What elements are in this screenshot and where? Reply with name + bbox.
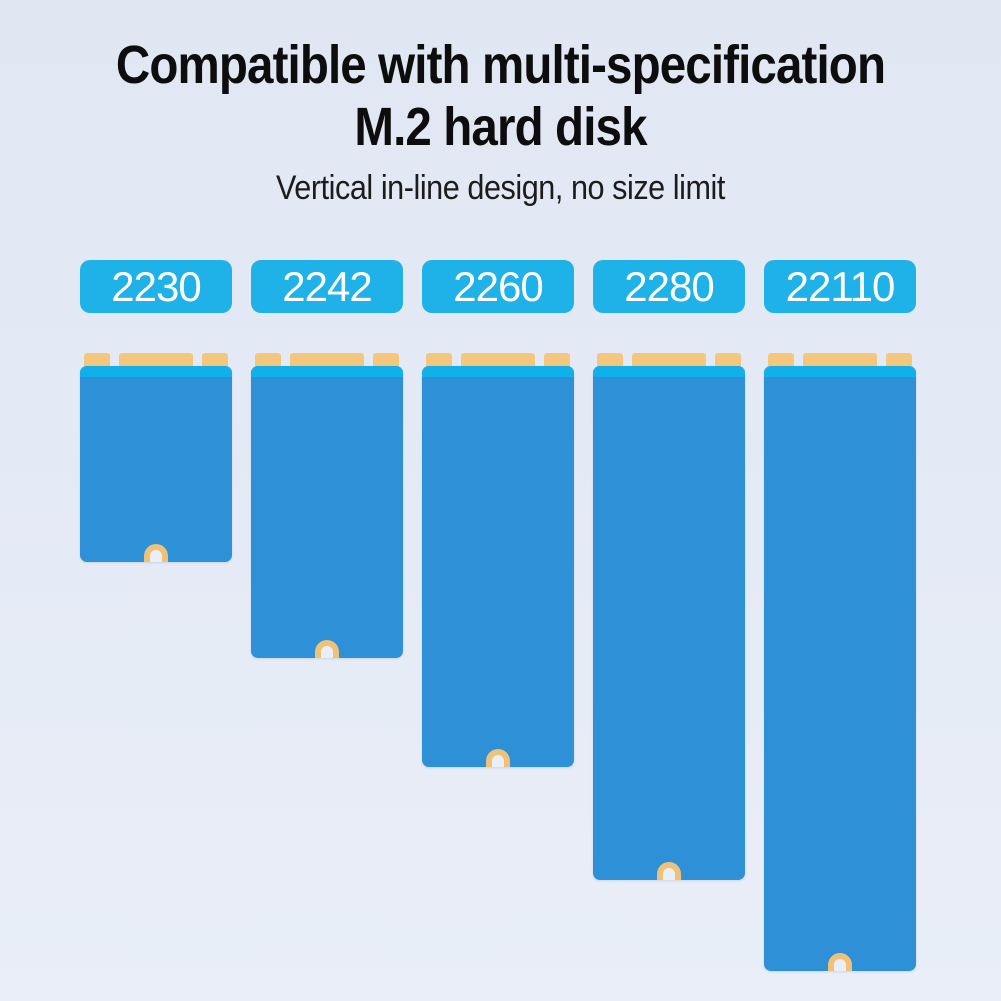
size-badge: 2280 xyxy=(593,260,745,313)
connector-pins xyxy=(593,352,745,366)
pin-left xyxy=(597,353,623,366)
pin-right xyxy=(373,353,399,366)
pin-left xyxy=(426,353,452,366)
size-badge: 2230 xyxy=(80,260,232,313)
pin-left xyxy=(768,353,794,366)
m2-card-column: 22110 xyxy=(764,260,916,971)
m2-card-column: 2230 xyxy=(80,260,232,562)
pin-middle xyxy=(461,353,535,366)
page-subtitle: Vertical in-line design, no size limit xyxy=(276,169,725,207)
size-badge-label: 2242 xyxy=(282,263,372,310)
form-factor-row: 2230 2242 2260 xyxy=(80,260,916,971)
connector-pins xyxy=(251,352,403,366)
screw-notch-icon xyxy=(657,862,681,880)
page-title: Compatible with multi-specification M.2 … xyxy=(60,34,941,158)
screw-notch-icon xyxy=(315,640,339,658)
pin-left xyxy=(84,353,110,366)
pin-middle xyxy=(119,353,193,366)
m2-card-column: 2260 xyxy=(422,260,574,767)
connector-pins xyxy=(764,352,916,366)
screw-notch-icon xyxy=(486,749,510,767)
screw-notch-icon xyxy=(144,544,168,562)
m2-card xyxy=(422,366,574,767)
size-badge-label: 2230 xyxy=(111,263,201,310)
page-title-line2: M.2 hard disk xyxy=(354,97,647,157)
m2-card-column: 2242 xyxy=(251,260,403,658)
pin-middle xyxy=(803,353,877,366)
pin-right xyxy=(544,353,570,366)
screw-notch-icon xyxy=(828,953,852,971)
pin-middle xyxy=(632,353,706,366)
m2-card-column: 2280 xyxy=(593,260,745,880)
connector-pins xyxy=(80,352,232,366)
m2-card xyxy=(593,366,745,880)
m2-card xyxy=(764,366,916,971)
size-badge-label: 2280 xyxy=(624,263,714,310)
m2-card xyxy=(251,366,403,658)
connector-pins xyxy=(422,352,574,366)
pin-right xyxy=(202,353,228,366)
size-badge-label: 22110 xyxy=(785,263,896,310)
pin-middle xyxy=(290,353,364,366)
m2-card xyxy=(80,366,232,562)
size-badge: 2260 xyxy=(422,260,574,313)
page-title-line1: Compatible with multi-specification xyxy=(115,35,886,95)
size-badge: 2242 xyxy=(251,260,403,313)
pin-left xyxy=(255,353,281,366)
pin-right xyxy=(886,353,912,366)
header: Compatible with multi-specification M.2 … xyxy=(0,0,1001,210)
pin-right xyxy=(715,353,741,366)
size-badge-label: 2260 xyxy=(453,263,543,310)
size-badge: 22110 xyxy=(764,260,916,313)
